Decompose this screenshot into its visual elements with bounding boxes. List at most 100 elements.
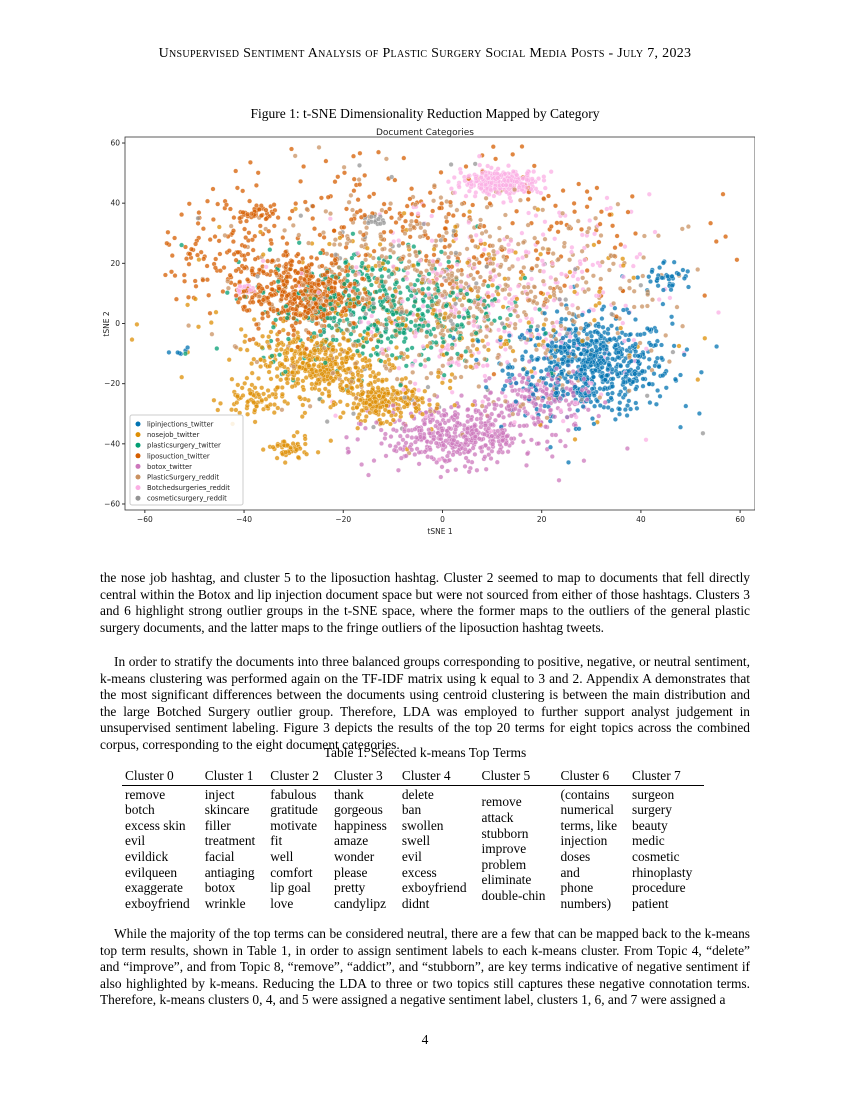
scatter-point <box>593 303 599 308</box>
scatter-point <box>397 446 403 452</box>
scatter-point <box>282 369 288 375</box>
scatter-point <box>415 211 421 217</box>
scatter-point <box>583 381 589 387</box>
scatter-point <box>567 406 573 412</box>
scatter-point <box>444 351 450 357</box>
scatter-point <box>436 410 442 416</box>
scatter-point <box>475 301 481 307</box>
scatter-point <box>627 285 632 291</box>
scatter-point <box>316 363 322 369</box>
scatter-point <box>520 375 526 381</box>
scatter-point <box>257 223 263 229</box>
scatter-point <box>723 234 729 240</box>
scatter-point <box>482 423 488 428</box>
scatter-point <box>477 274 483 280</box>
scatter-point <box>224 202 229 208</box>
scatter-point <box>318 195 324 201</box>
scatter-point <box>453 275 459 281</box>
scatter-point <box>454 322 460 328</box>
scatter-point <box>558 407 564 413</box>
scatter-point <box>398 382 404 388</box>
scatter-point <box>344 354 349 360</box>
scatter-point <box>522 394 528 400</box>
scatter-point <box>327 216 333 222</box>
scatter-point <box>477 162 483 168</box>
scatter-point <box>471 313 477 319</box>
scatter-point <box>599 374 605 380</box>
scatter-point <box>421 203 427 209</box>
scatter-point <box>348 312 354 318</box>
scatter-point <box>303 314 309 320</box>
scatter-point <box>492 402 498 408</box>
scatter-point <box>568 413 574 419</box>
scatter-point <box>261 391 267 397</box>
scatter-point <box>560 210 566 216</box>
scatter-point <box>459 271 465 277</box>
scatter-point <box>599 259 605 265</box>
scatter-point <box>551 327 557 333</box>
scatter-point <box>241 288 247 294</box>
scatter-point <box>510 220 516 226</box>
scatter-point <box>598 233 604 238</box>
scatter-point <box>463 364 469 370</box>
scatter-point <box>638 282 644 288</box>
scatter-point <box>579 269 585 275</box>
scatter-point <box>448 162 454 167</box>
scatter-point <box>321 291 326 297</box>
scatter-point <box>634 254 640 260</box>
scatter-point <box>604 346 609 352</box>
scatter-point <box>454 449 460 455</box>
scatter-point <box>524 291 530 297</box>
scatter-point <box>304 269 310 275</box>
scatter-point <box>558 220 564 226</box>
scatter-point <box>458 279 464 285</box>
scatter-point <box>625 209 631 215</box>
scatter-point <box>606 351 612 357</box>
scatter-point <box>380 246 385 252</box>
scatter-point <box>406 259 412 265</box>
scatter-point <box>292 153 298 159</box>
scatter-point <box>366 382 372 388</box>
scatter-point <box>620 256 626 262</box>
scatter-point <box>531 298 537 304</box>
scatter-point <box>483 195 489 201</box>
scatter-point <box>554 220 560 226</box>
scatter-point <box>418 362 424 368</box>
scatter-point <box>456 184 462 190</box>
scatter-point <box>327 301 333 307</box>
scatter-point <box>251 400 257 405</box>
scatter-point <box>387 361 392 367</box>
scatter-point <box>302 441 308 447</box>
scatter-point <box>182 278 188 284</box>
scatter-point <box>500 368 506 374</box>
scatter-point <box>447 199 453 205</box>
scatter-point <box>534 382 540 387</box>
scatter-point <box>560 188 566 194</box>
scatter-point <box>452 375 458 381</box>
scatter-point <box>466 320 472 326</box>
scatter-point <box>412 323 418 329</box>
scatter-point <box>450 290 456 296</box>
scatter-point <box>304 273 310 279</box>
scatter-point <box>506 403 512 409</box>
scatter-point <box>403 265 409 271</box>
scatter-point <box>626 337 632 343</box>
scatter-point <box>399 322 405 328</box>
scatter-point <box>448 355 454 361</box>
scatter-point <box>573 375 579 381</box>
scatter-point <box>462 446 468 452</box>
scatter-point <box>283 449 289 455</box>
scatter-point <box>622 392 628 398</box>
scatter-point <box>412 358 418 364</box>
scatter-point <box>200 277 206 283</box>
scatter-point <box>540 278 546 284</box>
scatter-point <box>165 229 171 235</box>
scatter-point <box>509 301 515 307</box>
scatter-point <box>378 420 384 426</box>
scatter-point <box>521 423 527 429</box>
scatter-point <box>567 334 573 340</box>
scatter-point <box>383 377 389 383</box>
scatter-point <box>504 433 510 439</box>
scatter-point <box>289 356 295 362</box>
scatter-point <box>266 369 272 375</box>
